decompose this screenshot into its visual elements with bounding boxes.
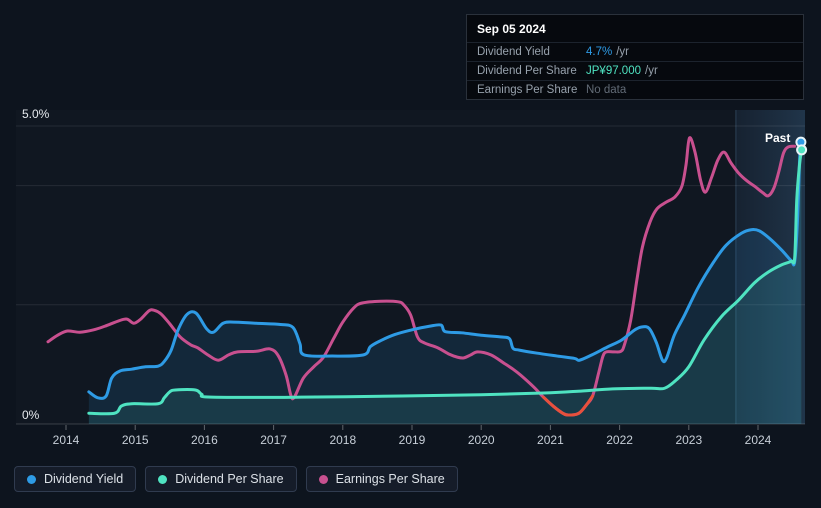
legend-item-dividend-per-share[interactable]: Dividend Per Share <box>145 466 297 492</box>
x-tick-label: 2017 <box>260 433 287 447</box>
chart-tooltip: Sep 05 2024 Dividend Yield 4.7% /yr Divi… <box>466 14 804 100</box>
dividend-per-share-area <box>88 149 802 424</box>
x-tick-label: 2023 <box>675 433 702 447</box>
legend-label: Dividend Yield <box>44 472 124 486</box>
y-axis-bottom-label: 0% <box>22 408 40 422</box>
tooltip-row-earnings-per-share: Earnings Per Share No data <box>467 80 803 99</box>
legend-item-earnings-per-share[interactable]: Earnings Per Share <box>305 466 458 492</box>
tooltip-value-suffix: /yr <box>645 65 658 77</box>
x-tick-label: 2016 <box>191 433 218 447</box>
past-region-band <box>735 110 805 424</box>
chart-legend: Dividend Yield Dividend Per Share Earnin… <box>14 466 458 492</box>
x-tick-label: 2022 <box>606 433 633 447</box>
tooltip-value: JP¥97.000 <box>586 65 641 77</box>
legend-item-dividend-yield[interactable]: Dividend Yield <box>14 466 137 492</box>
dividend-yield-area <box>88 142 801 425</box>
dividend-per-share-end-marker <box>796 144 808 156</box>
x-tick-label: 2018 <box>329 433 356 447</box>
tooltip-label: Dividend Yield <box>477 46 550 58</box>
tooltip-date: Sep 05 2024 <box>477 22 546 36</box>
x-tick-label: 2024 <box>745 433 772 447</box>
y-axis-top-label: 5.0% <box>22 107 50 121</box>
x-tick-label: 2015 <box>122 433 149 447</box>
earnings-per-share-dot-icon <box>318 474 328 484</box>
tooltip-value: No data <box>586 84 627 96</box>
tooltip-label: Dividend Per Share <box>477 65 577 77</box>
x-tick-label: 2020 <box>468 433 495 447</box>
tooltip-row-dividend-per-share: Dividend Per Share JP¥97.000 /yr <box>467 61 803 80</box>
dividend-per-share-line <box>87 148 804 416</box>
tooltip-label: Earnings Per Share <box>477 84 578 96</box>
legend-label: Earnings Per Share <box>335 472 445 486</box>
dividend-per-share-dot-icon <box>158 474 168 484</box>
x-tick-label: 2019 <box>399 433 426 447</box>
dividend-yield-line <box>87 140 803 400</box>
legend-label: Dividend Per Share <box>175 472 284 486</box>
earnings-per-share-line <box>46 136 797 417</box>
past-label: Past <box>765 131 791 145</box>
x-tick-label: 2021 <box>537 433 564 447</box>
tooltip-value: 4.7% <box>586 46 613 58</box>
tooltip-row-dividend-yield: Dividend Yield 4.7% /yr <box>467 42 803 61</box>
eps-negative-segment <box>541 394 595 417</box>
tooltip-value-suffix: /yr <box>616 46 629 58</box>
x-tick-label: 2014 <box>53 433 80 447</box>
dividend-yield-dot-icon <box>27 474 36 484</box>
